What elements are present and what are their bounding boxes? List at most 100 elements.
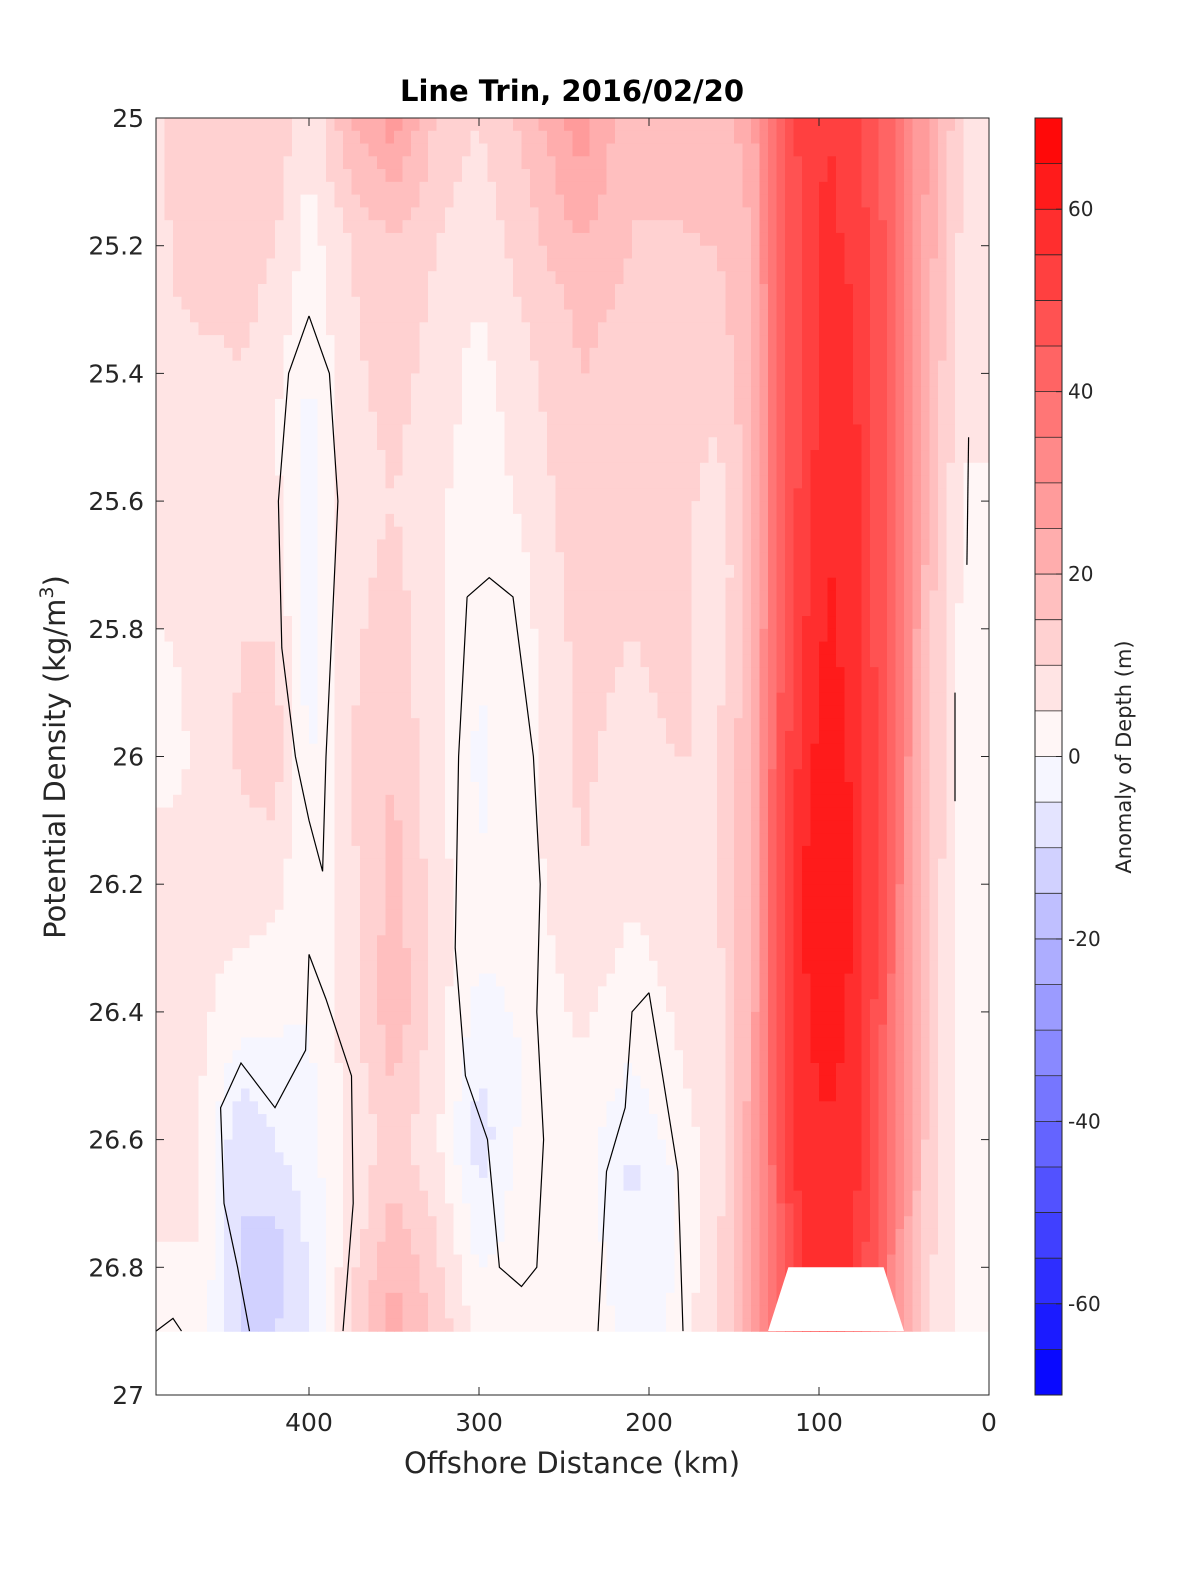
field-cell: [402, 603, 412, 617]
field-cell: [351, 667, 361, 681]
field-cell: [224, 156, 234, 170]
field-cell: [513, 450, 523, 464]
field-cell: [555, 1190, 565, 1205]
field-cell: [292, 909, 302, 924]
field-cell: [334, 360, 344, 374]
field-cell: [504, 1292, 514, 1307]
field-cell: [521, 820, 531, 834]
field-cell: [453, 564, 463, 579]
field-cell: [215, 386, 225, 400]
field-cell: [351, 718, 361, 732]
field-cell: [173, 526, 183, 541]
field-cell: [521, 1280, 531, 1294]
field-cell: [360, 232, 370, 247]
field-cell: [428, 1305, 438, 1319]
field-cell: [581, 309, 591, 323]
field-cell: [156, 820, 166, 834]
field-cell: [326, 1190, 336, 1205]
field-cell: [479, 143, 489, 157]
field-cell: [164, 833, 174, 847]
field-cell: [181, 1280, 191, 1294]
field-cell: [394, 679, 404, 694]
field-cell: [190, 501, 200, 515]
field-cell: [462, 118, 472, 132]
field-cell: [181, 552, 191, 566]
field-cell: [343, 347, 353, 362]
field-cell: [411, 782, 421, 796]
field-cell: [173, 386, 183, 400]
field-cell: [241, 564, 251, 579]
field-cell: [564, 1101, 574, 1115]
field-cell: [564, 1305, 574, 1319]
field-cell: [555, 667, 565, 681]
field-cell: [266, 475, 276, 489]
field-cell: [326, 603, 336, 617]
field-cell: [470, 245, 480, 260]
field-cell: [402, 973, 412, 987]
field-cell: [249, 411, 259, 426]
field-cell: [581, 641, 591, 655]
field-cell: [470, 1203, 480, 1217]
field-cell: [351, 564, 361, 579]
field-cell: [351, 207, 361, 221]
field-cell: [547, 322, 557, 336]
field-cell: [300, 564, 310, 579]
field-cell: [564, 143, 574, 157]
field-cell: [292, 1216, 302, 1230]
field-cell: [266, 539, 276, 553]
field-cell: [232, 156, 242, 170]
field-cell: [224, 973, 234, 987]
field-cell: [343, 1254, 353, 1268]
field-cell: [334, 322, 344, 336]
field-cell: [258, 948, 268, 962]
field-cell: [385, 603, 395, 617]
field-cell: [181, 654, 191, 668]
field-cell: [598, 667, 608, 681]
field-cell: [547, 1241, 557, 1256]
field-cell: [385, 1292, 395, 1307]
field-cell: [521, 118, 531, 132]
field-cell: [190, 539, 200, 553]
field-cell: [436, 1280, 446, 1294]
field-cell: [300, 935, 310, 949]
field-cell: [181, 935, 191, 949]
field-cell: [181, 462, 191, 477]
field-cell: [445, 769, 455, 783]
field-cell: [368, 1267, 378, 1281]
field-cell: [504, 769, 514, 783]
field-cell: [190, 1050, 200, 1064]
field-cell: [266, 1088, 276, 1102]
field-cell: [351, 820, 361, 834]
field-cell: [224, 194, 234, 208]
field-cell: [343, 922, 353, 936]
field-cell: [564, 654, 574, 668]
field-cell: [453, 1216, 463, 1230]
field-cell: [572, 845, 582, 860]
field-cell: [173, 169, 183, 183]
field-cell: [249, 424, 259, 438]
field-cell: [581, 1177, 591, 1192]
field-cell: [394, 807, 404, 821]
field-cell: [504, 718, 514, 732]
field-cell: [589, 1011, 599, 1026]
field-cell: [428, 794, 438, 809]
field-cell: [343, 411, 353, 426]
field-cell: [419, 271, 429, 285]
field-cell: [207, 1318, 217, 1332]
field-cell: [266, 156, 276, 170]
field-cell: [572, 1305, 582, 1319]
field-cell: [513, 1190, 523, 1205]
field-cell: [190, 386, 200, 400]
field-cell: [309, 564, 319, 579]
field-cell: [258, 1062, 268, 1077]
field-cell: [241, 296, 251, 311]
field-cell: [402, 475, 412, 489]
field-cell: [547, 258, 557, 272]
field-cell: [334, 960, 344, 975]
field-cell: [292, 360, 302, 374]
field-cell: [283, 450, 293, 464]
field-cell: [190, 1254, 200, 1268]
field-cell: [445, 373, 455, 387]
field-cell: [402, 181, 412, 196]
field-cell: [581, 539, 591, 553]
